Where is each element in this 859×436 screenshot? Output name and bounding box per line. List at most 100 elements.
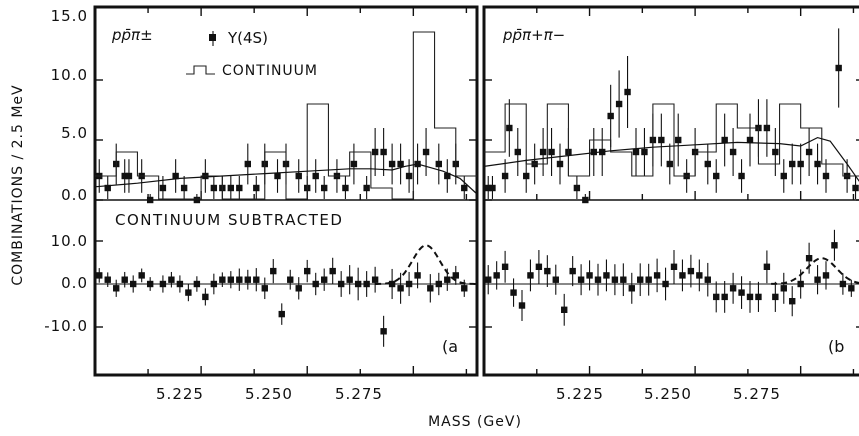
panel-b-upper-plot <box>483 28 859 204</box>
data-point <box>295 172 302 180</box>
data-point <box>270 267 277 275</box>
data-point <box>675 136 682 144</box>
data-point <box>670 263 678 270</box>
data-point <box>227 184 235 192</box>
data-point <box>321 184 328 192</box>
data-point <box>831 242 838 249</box>
data-point <box>202 293 209 301</box>
data-point <box>789 298 796 305</box>
data-point <box>354 280 362 288</box>
data-point <box>371 276 379 283</box>
x-tick-label: 5.250 <box>644 385 692 403</box>
data-point <box>814 160 821 168</box>
data-point <box>789 160 796 168</box>
data-point <box>590 148 597 156</box>
data-point <box>193 196 201 204</box>
y-tick-label: 5.0 <box>61 124 88 142</box>
expected-signal-curve <box>771 257 859 285</box>
data-point <box>746 136 754 144</box>
data-point <box>729 285 737 292</box>
y-tick-label: 10.0 <box>51 232 88 250</box>
data-point <box>253 184 260 192</box>
data-point <box>814 276 821 283</box>
data-point <box>146 280 154 288</box>
data-point <box>852 184 859 192</box>
data-point <box>805 148 813 156</box>
data-point <box>641 148 648 156</box>
data-point <box>304 267 311 275</box>
data-point <box>172 172 179 180</box>
data-point <box>607 112 614 120</box>
data-point <box>422 148 430 156</box>
data-point <box>337 280 345 288</box>
data-point <box>611 276 619 283</box>
data-point <box>822 272 830 279</box>
data-point <box>653 272 661 279</box>
panel-b-label: (b <box>828 337 844 356</box>
data-point <box>721 293 728 301</box>
data-point <box>219 276 226 283</box>
y-tick-label: -10.0 <box>44 317 88 335</box>
data-point <box>514 148 521 156</box>
data-point <box>569 267 576 275</box>
data-point <box>427 285 434 292</box>
data-point <box>510 289 517 296</box>
data-point <box>159 184 167 192</box>
data-point <box>729 148 737 156</box>
data-point <box>125 172 133 180</box>
panel-a-channel: pp̄π± <box>111 26 153 44</box>
data-point <box>176 280 184 288</box>
data-point <box>261 285 268 292</box>
data-point <box>380 148 387 156</box>
data-point <box>312 172 319 180</box>
data-point <box>603 272 610 279</box>
panel-b-channel: pp̄π+π− <box>502 26 565 44</box>
data-point <box>380 328 387 335</box>
data-point <box>556 160 564 168</box>
data-point <box>168 276 175 283</box>
data-point <box>444 172 451 180</box>
data-point <box>130 280 137 288</box>
expected-signal-curve <box>375 244 478 285</box>
panel-a-upper-plot <box>94 31 478 204</box>
panel-a-lower-plot <box>96 244 478 347</box>
panel-a-label: (a <box>442 337 458 356</box>
data-point <box>805 255 813 262</box>
data-point <box>461 184 468 192</box>
data-point <box>312 280 319 288</box>
data-point <box>452 272 459 279</box>
data-point <box>96 272 103 279</box>
data-point <box>620 276 627 283</box>
data-point <box>577 276 585 283</box>
data-point <box>666 160 673 168</box>
data-point <box>523 172 530 180</box>
panel-a: pp̄π± Υ(4S) CONTINUUM CONTINUUM SUBTRACT… <box>93 5 479 377</box>
data-point <box>615 100 623 108</box>
data-point <box>185 289 192 296</box>
data-point <box>321 276 328 283</box>
data-point <box>244 160 251 168</box>
data-point <box>763 263 771 270</box>
data-point <box>561 306 568 313</box>
data-point <box>552 276 559 283</box>
data-point <box>287 276 294 283</box>
data-point <box>493 272 500 279</box>
data-point <box>822 172 830 180</box>
data-point <box>388 160 396 168</box>
data-point <box>839 280 847 288</box>
data-point <box>397 160 404 168</box>
data-point <box>746 293 754 301</box>
y-tick-label: 15.0 <box>51 7 88 25</box>
x-axis-label: MASS (GeV) <box>428 414 522 430</box>
fit-curve <box>94 163 478 195</box>
panel-b-lower-plot <box>485 229 859 326</box>
fit-curve <box>483 136 859 182</box>
data-point <box>461 285 468 292</box>
data-point <box>763 124 771 132</box>
data-point <box>738 172 745 180</box>
panel-b-frame <box>482 5 859 377</box>
data-point <box>679 272 686 279</box>
continuum-subtracted-label: CONTINUUM SUBTRACTED <box>115 211 343 229</box>
data-point <box>713 293 720 301</box>
data-point <box>582 196 589 204</box>
